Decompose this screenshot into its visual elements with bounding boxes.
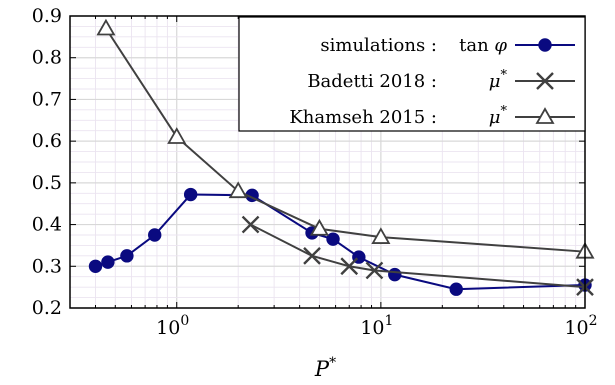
legend-symbol: tan φ	[459, 35, 507, 56]
y-tick-label: 0.3	[32, 255, 62, 277]
data-point-circle	[449, 282, 463, 296]
legend-symbol-part: tan	[459, 35, 494, 56]
x-tick-base: 10	[156, 317, 180, 339]
data-point-circle	[148, 228, 162, 242]
x-tick-base: 10	[564, 317, 588, 339]
y-tick-label: 0.9	[32, 5, 62, 27]
series-line	[105, 27, 586, 253]
y-tick-label: 0.8	[32, 47, 62, 69]
plot-frame	[69, 15, 586, 309]
data-point-circle	[183, 187, 198, 202]
legend-symbol-part: *	[501, 68, 508, 83]
data-point-triangle	[228, 181, 248, 199]
series-2	[96, 18, 595, 259]
legend-symbol-part: μ	[489, 107, 501, 128]
legend-symbol: μ*	[489, 104, 508, 128]
x-tick-label: 102	[564, 313, 597, 339]
data-point-triangle	[535, 107, 555, 124]
x-tick-exponent: 2	[589, 313, 598, 329]
data-point-circle	[120, 249, 134, 263]
series-1	[241, 215, 594, 296]
x-axis-title-main: P	[314, 357, 330, 381]
data-point-circle	[388, 267, 402, 282]
series-line	[95, 193, 586, 291]
legend-symbol-part: μ	[489, 71, 501, 92]
data-point-cross	[303, 247, 321, 265]
data-point-triangle	[96, 18, 116, 36]
data-point-cross	[241, 215, 260, 234]
series-layer	[88, 18, 595, 296]
legend-box	[238, 16, 586, 132]
x-tick-exponent: 1	[385, 313, 394, 329]
series-0	[88, 187, 592, 296]
legend-symbol-part: *	[501, 104, 508, 119]
data-point-cross	[340, 257, 359, 276]
y-tick-label: 0.7	[32, 88, 62, 110]
legend-label: Khamseh 2015 :	[289, 107, 437, 128]
x-tick-base: 10	[360, 317, 384, 339]
data-point-circle	[101, 255, 115, 269]
legend-symbol-part: φ	[494, 35, 507, 56]
y-tick-label: 0.2	[32, 297, 62, 319]
data-point-triangle	[371, 227, 391, 244]
legend-label: simulations :	[320, 35, 437, 56]
x-tick-exponent: 0	[180, 313, 189, 329]
legend-symbol: μ*	[489, 68, 508, 92]
data-point-cross	[365, 261, 384, 280]
data-point-circle	[326, 232, 340, 246]
x-tick-label: 100	[156, 313, 189, 339]
x-axis-title-superscript: *	[329, 355, 336, 371]
y-tick-label: 0.4	[32, 214, 62, 236]
legend-label: Badetti 2018 :	[307, 71, 437, 92]
y-tick-label: 0.5	[32, 172, 62, 194]
x-tick-label: 101	[360, 313, 393, 339]
data-point-cross	[536, 72, 554, 90]
data-point-circle	[538, 38, 552, 52]
y-tick-label: 0.6	[32, 130, 62, 152]
data-point-circle	[88, 259, 103, 273]
x-axis-title: P*	[314, 355, 336, 381]
data-point-triangle	[167, 127, 187, 144]
data-point-triangle	[309, 218, 329, 236]
